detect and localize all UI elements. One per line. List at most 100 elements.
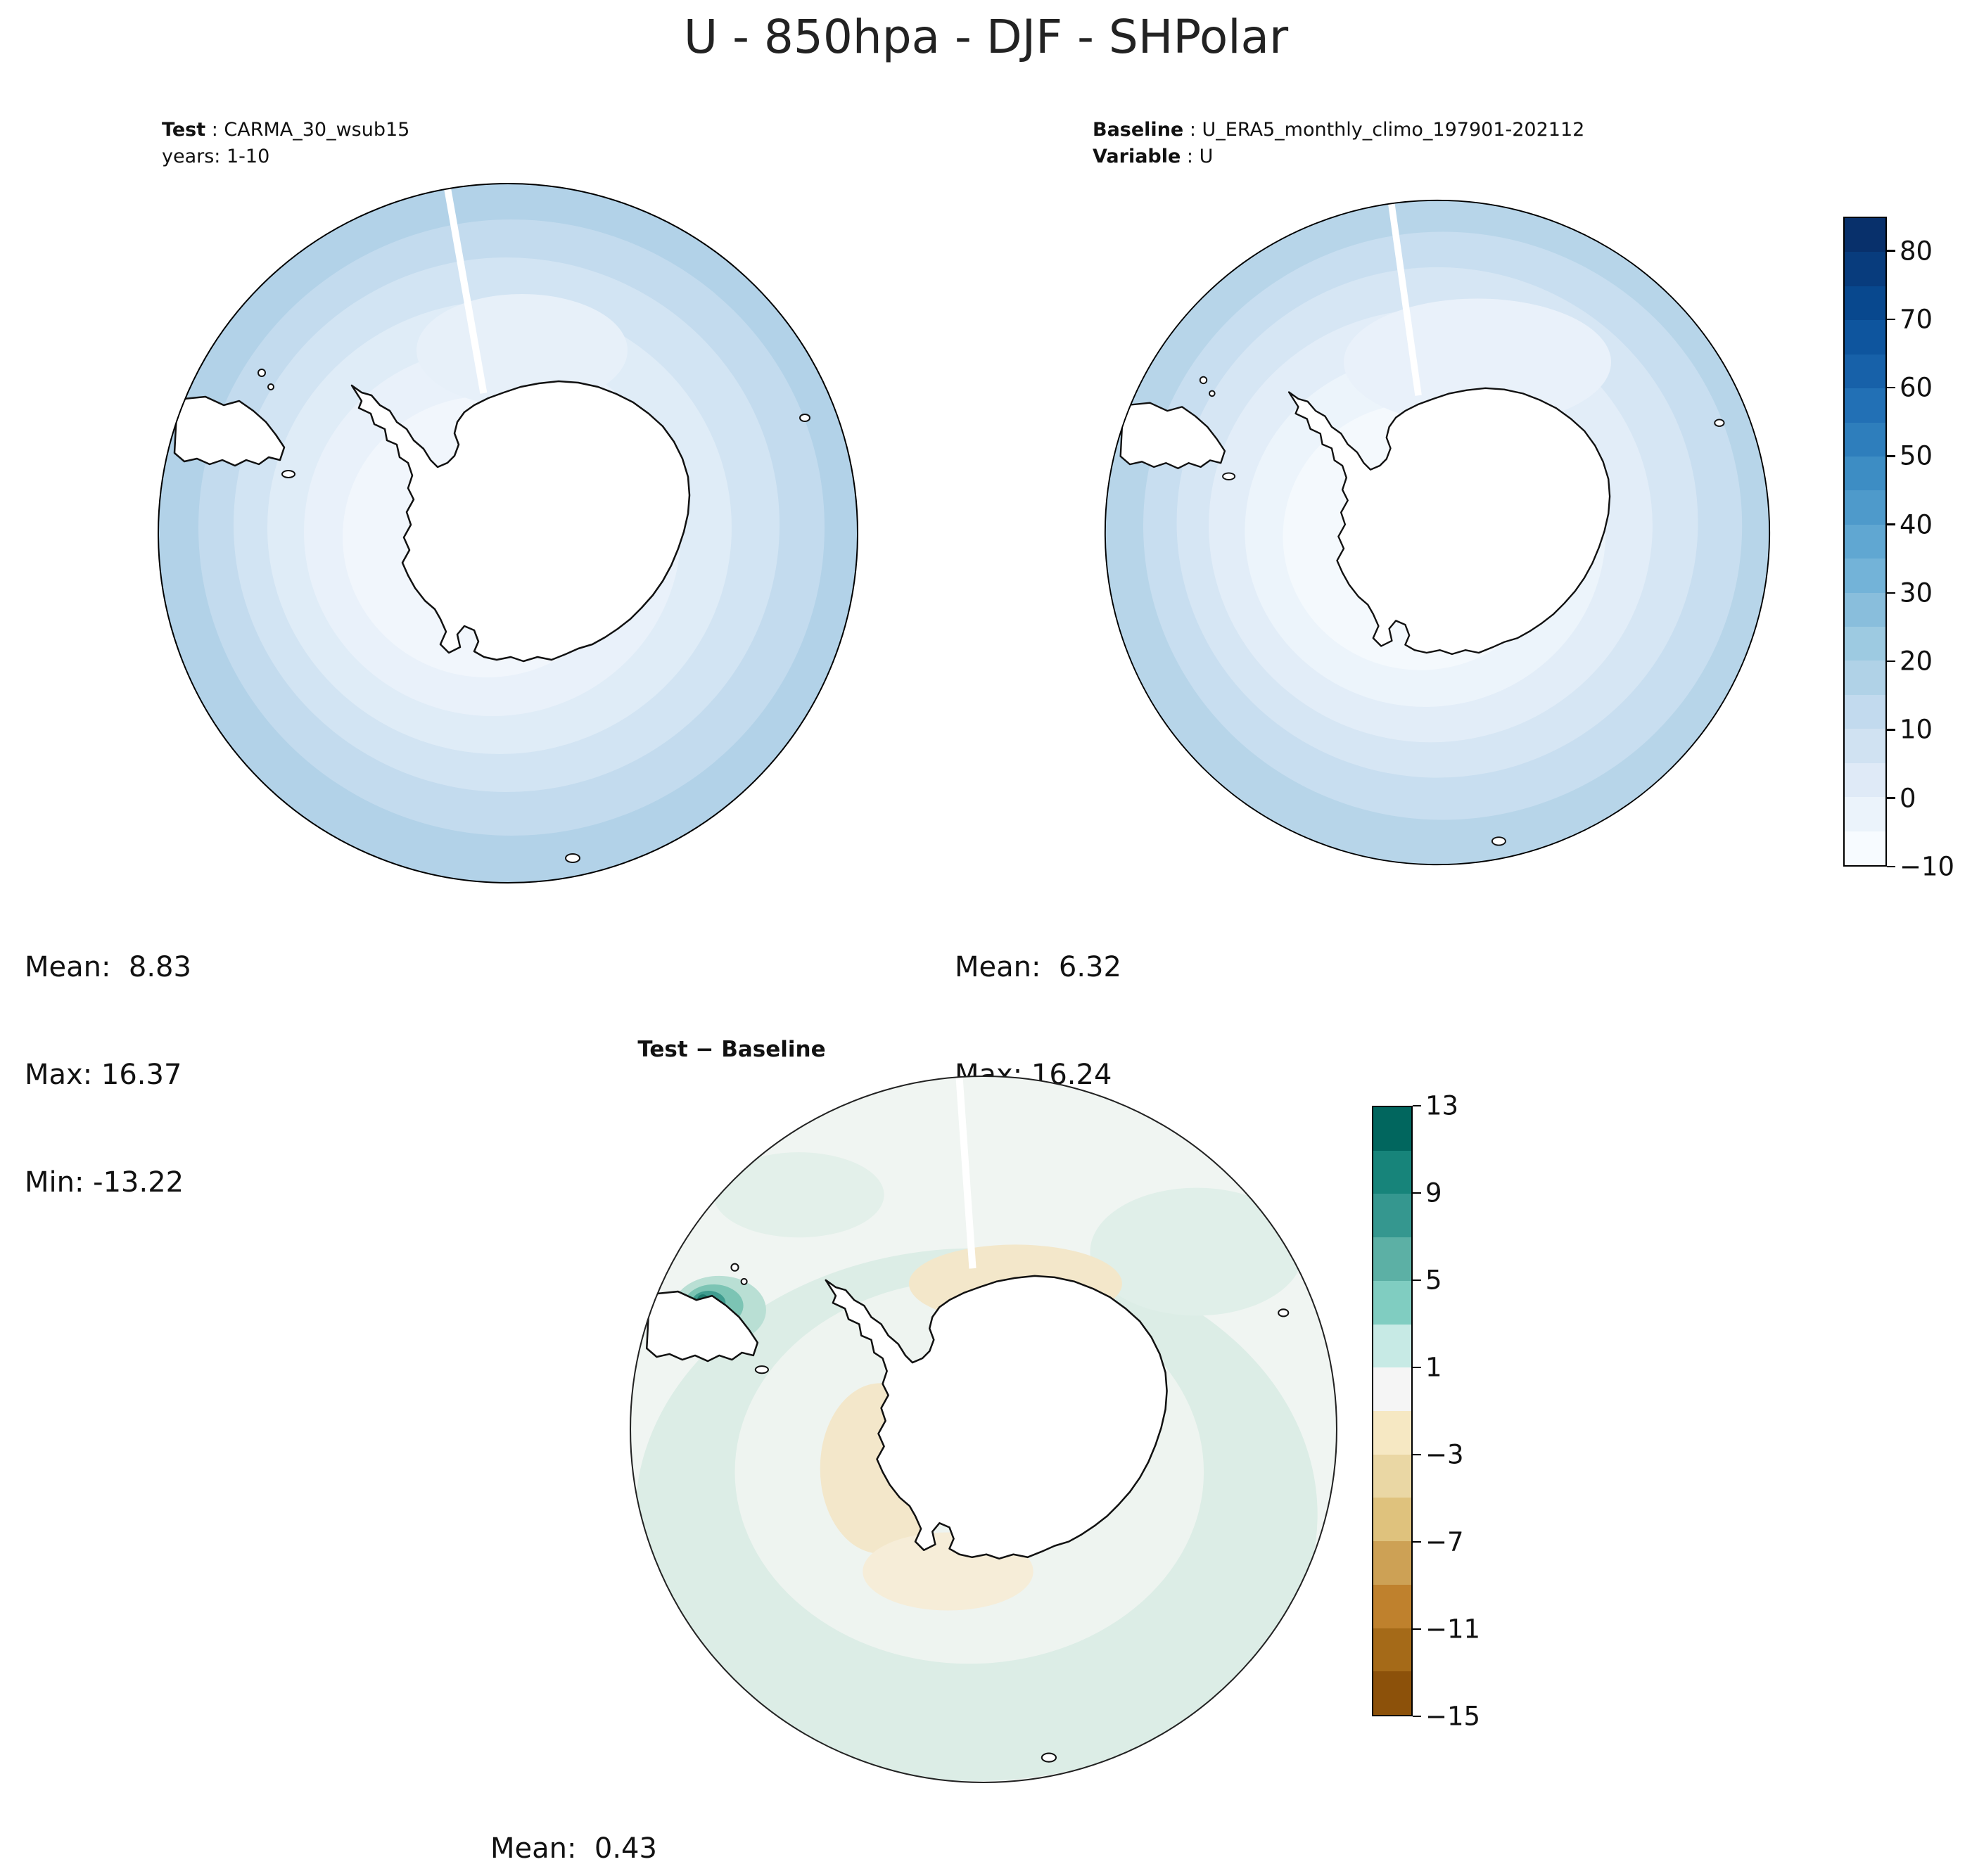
baseline-header-sep: :	[1183, 119, 1202, 141]
colorbar-tick-mark	[1887, 523, 1895, 525]
colorbar-segment	[1845, 422, 1885, 457]
colorbar-segment	[1845, 252, 1885, 286]
colorbar-tick-mark	[1413, 1715, 1421, 1718]
colorbar-tick-label: 10	[1900, 714, 1933, 745]
colorbar-tick-label: 60	[1900, 372, 1933, 403]
colorbar-tick-label: −15	[1425, 1701, 1481, 1732]
diff-map-plot	[630, 1076, 1337, 1783]
colorbar-segment	[1845, 592, 1885, 627]
colorbar-segment	[1845, 661, 1885, 695]
colorbar-segment	[1373, 1411, 1411, 1455]
baseline-header-line: Baseline : U_ERA5_monthly_climo_197901-2…	[1093, 117, 1584, 143]
baseline-panel-header: Baseline : U_ERA5_monthly_climo_197901-2…	[1093, 117, 1584, 170]
colorbar-tick-label: −11	[1425, 1614, 1481, 1645]
diff-stat-mean: Mean: 0.43	[490, 1832, 657, 1865]
colorbar-segment	[1373, 1280, 1411, 1325]
colorbar-segment	[1845, 627, 1885, 661]
colorbar-tick-label: 40	[1900, 509, 1933, 540]
colorbar-segment	[1373, 1107, 1411, 1151]
baseline-header-value: U_ERA5_monthly_climo_197901-202112	[1202, 119, 1585, 141]
colorbar-segment	[1373, 1324, 1411, 1368]
colorbar-segment	[1845, 559, 1885, 593]
colorbar-segment	[1845, 456, 1885, 491]
baseline-variable-line: Variable : U	[1093, 143, 1584, 170]
colorbar-segment	[1845, 354, 1885, 389]
colorbar-segment	[1845, 218, 1885, 253]
colorbar-segment	[1845, 694, 1885, 729]
test-map-boundary	[158, 183, 858, 883]
colorbar-tick-mark	[1887, 729, 1895, 731]
test-stat-min: Min: -13.22	[25, 1166, 184, 1199]
test-header-key: Test	[162, 119, 206, 141]
colorbar-segment	[1845, 286, 1885, 321]
colorbar-segment	[1373, 1194, 1411, 1238]
colorbar-segment	[1373, 1498, 1411, 1542]
colorbar-tick-label: 70	[1900, 304, 1933, 335]
colorbar-tick-label: 20	[1900, 646, 1933, 677]
colorbar-segment	[1845, 762, 1885, 798]
colorbar-tick-mark	[1413, 1366, 1421, 1369]
test-stat-mean: Mean: 8.83	[25, 951, 191, 983]
test-header-value: CARMA_30_wsub15	[224, 119, 410, 141]
test-stats: Mean: 8.83 Max: 16.37 Min: -13.22	[25, 878, 191, 1272]
test-header-years: years: 1-10	[162, 146, 270, 167]
colorbar-tick-label: 0	[1900, 783, 1916, 814]
diff-colorbar: 13 9 5 1 −3 −7 −11 −15	[1372, 1091, 1534, 1732]
diff-map-boundary	[630, 1076, 1337, 1783]
test-map-field	[158, 184, 858, 883]
colorbar-tick-mark	[1887, 386, 1895, 389]
diff-colorbar-bar	[1372, 1106, 1413, 1716]
colorbar-tick-mark	[1413, 1540, 1421, 1543]
colorbar-tick-mark	[1887, 865, 1895, 868]
test-stat-max: Max: 16.37	[25, 1059, 182, 1091]
colorbar-tick-label: 13	[1425, 1090, 1459, 1121]
colorbar-tick-mark	[1887, 797, 1895, 799]
colorbar-segment	[1845, 831, 1885, 866]
baseline-variable-sep: :	[1181, 146, 1200, 167]
test-panel-header: Test : CARMA_30_wsub15 years: 1-10	[162, 117, 409, 170]
test-header-sep: :	[205, 119, 224, 141]
colorbar-segment	[1373, 1541, 1411, 1585]
colorbar-tick-label: 50	[1900, 440, 1933, 471]
colorbar-segment	[1373, 1671, 1411, 1716]
main-colorbar: 80 70 60 50 40 30 20 10 0 −10	[1843, 217, 1972, 882]
colorbar-segment	[1845, 320, 1885, 355]
colorbar-tick-label: 9	[1425, 1178, 1442, 1208]
baseline-stat-mean: Mean: 6.32	[955, 951, 1121, 983]
colorbar-tick-mark	[1413, 1192, 1421, 1194]
colorbar-tick-mark	[1413, 1104, 1421, 1107]
baseline-map-field	[1105, 200, 1770, 865]
colorbar-segment	[1373, 1584, 1411, 1628]
colorbar-segment	[1373, 1150, 1411, 1194]
colorbar-segment	[1373, 1367, 1411, 1412]
diff-map-field	[630, 1076, 1337, 1782]
colorbar-tick-label: 80	[1900, 236, 1933, 267]
test-map-plot	[158, 183, 858, 883]
colorbar-tick-mark	[1887, 318, 1895, 321]
main-colorbar-bar	[1843, 217, 1887, 867]
test-header-line: Test : CARMA_30_wsub15	[162, 117, 409, 143]
colorbar-tick-label: 1	[1425, 1352, 1442, 1383]
meridian-seam	[955, 1076, 977, 1269]
baseline-variable-value: U	[1199, 146, 1214, 167]
colorbar-tick-mark	[1413, 1453, 1421, 1456]
colorbar-segment	[1845, 524, 1885, 559]
colorbar-tick-mark	[1887, 660, 1895, 663]
colorbar-segment	[1373, 1454, 1411, 1498]
baseline-map-boundary	[1104, 199, 1771, 866]
colorbar-tick-label: −10	[1900, 851, 1955, 882]
colorbar-tick-label: −7	[1425, 1526, 1464, 1557]
baseline-map-plot	[1104, 199, 1771, 866]
colorbar-segment	[1373, 1628, 1411, 1672]
colorbar-tick-mark	[1413, 1279, 1421, 1282]
colorbar-segment	[1373, 1237, 1411, 1281]
colorbar-segment	[1845, 797, 1885, 831]
colorbar-tick-mark	[1887, 455, 1895, 457]
figure-title: U - 850hpa - DJF - SHPolar	[683, 10, 1289, 64]
baseline-header-key: Baseline	[1093, 119, 1184, 141]
colorbar-segment	[1845, 388, 1885, 423]
colorbar-segment	[1845, 729, 1885, 763]
meridian-seam	[444, 188, 488, 394]
colorbar-tick-label: 30	[1900, 578, 1933, 608]
